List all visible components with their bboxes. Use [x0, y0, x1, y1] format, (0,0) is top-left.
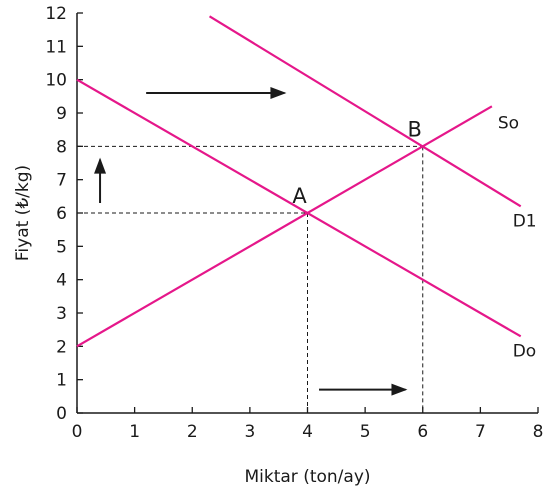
y-tick-label: 7	[56, 171, 67, 191]
y-tick-label: 0	[56, 404, 67, 424]
x-axis-ticks: 0 1 2 3 4 5 6 7 8	[72, 407, 544, 442]
curve-do	[76, 78, 522, 338]
y-tick-label: 3	[56, 304, 67, 324]
y-tick-label: 6	[56, 204, 67, 224]
shift-arrows	[94, 87, 408, 396]
curve-d1	[208, 15, 522, 208]
arrow-right-head	[391, 383, 408, 396]
y-axis-title: Fiyat (₺/kg)	[13, 165, 33, 261]
x-tick-label: 4	[302, 422, 313, 442]
point-label-a: A	[292, 184, 307, 208]
point-label-b: B	[408, 117, 422, 141]
y-tick-label: 9	[56, 104, 67, 124]
arrow-up-head	[94, 157, 107, 174]
y-tick-label: 11	[45, 37, 67, 57]
x-tick-label: 3	[244, 422, 255, 442]
x-tick-label: 0	[72, 422, 83, 442]
x-tick-label: 5	[360, 422, 371, 442]
y-tick-label: 1	[56, 371, 67, 391]
equilibrium-points: AB	[292, 117, 422, 208]
x-axis-title: Miktar (ton/ay)	[244, 467, 370, 487]
y-tick-label: 12	[45, 4, 67, 24]
y-tick-label: 8	[56, 137, 67, 157]
curve-so	[76, 105, 493, 348]
x-tick-label: 1	[129, 422, 140, 442]
curves: So Do D1	[76, 15, 537, 361]
curve-label-d1: D1	[513, 211, 537, 231]
guide-lines	[77, 145, 424, 413]
curve-label-so: So	[498, 113, 519, 133]
x-tick-label: 6	[417, 422, 428, 442]
x-tick-label: 2	[187, 422, 198, 442]
y-tick-label: 4	[56, 271, 67, 291]
curve-label-do: Do	[513, 341, 537, 361]
y-tick-label: 10	[45, 71, 67, 91]
arrow-right-head	[270, 87, 287, 99]
x-tick-label: 8	[533, 422, 544, 442]
y-tick-label: 5	[56, 237, 67, 257]
y-tick-label: 2	[56, 337, 67, 357]
x-tick-label: 7	[475, 422, 486, 442]
